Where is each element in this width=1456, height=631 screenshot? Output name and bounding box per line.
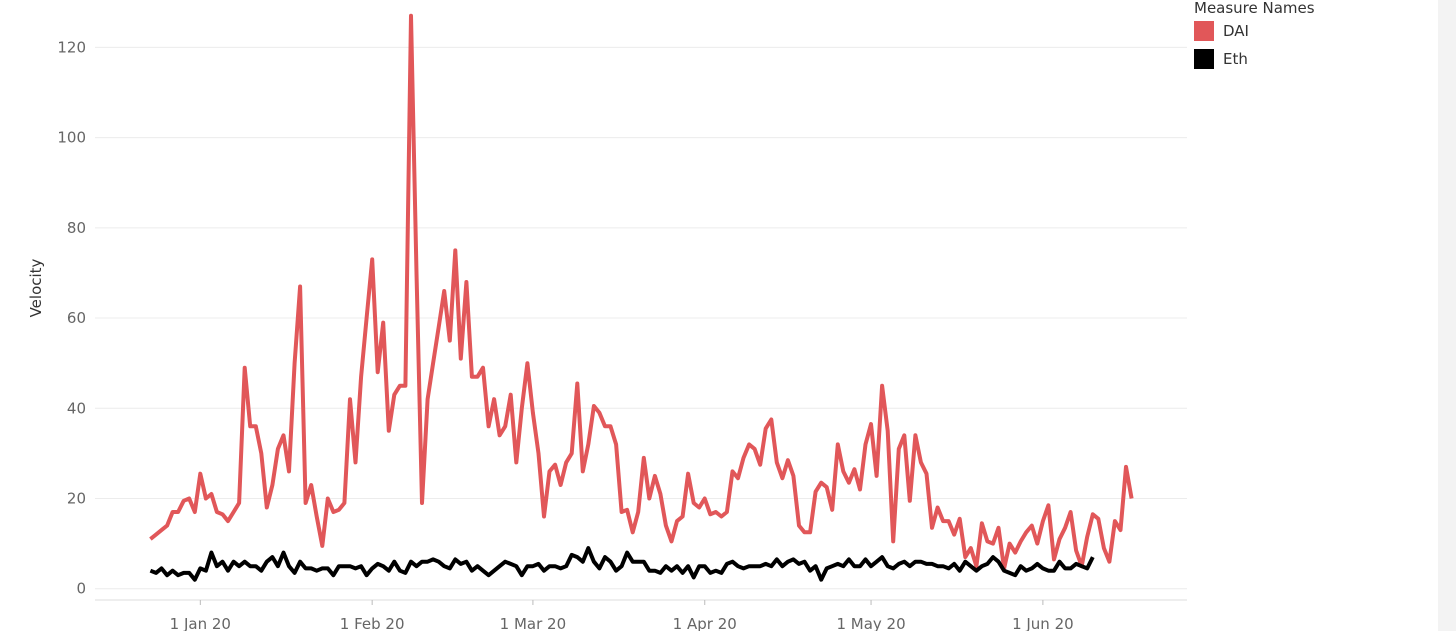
y-tick-label: 20	[67, 489, 86, 507]
legend-item-dai[interactable]: DAI	[1194, 17, 1315, 45]
legend[interactable]: Measure Names DAI Eth	[1194, 0, 1315, 73]
side-panel	[1438, 0, 1456, 631]
series-line-eth[interactable]	[149, 546, 1095, 582]
legend-title: Measure Names	[1194, 0, 1315, 17]
legend-label-eth: Eth	[1223, 50, 1248, 68]
y-tick-label: 60	[67, 309, 86, 327]
legend-label-dai: DAI	[1223, 22, 1249, 40]
y-tick-label: 120	[57, 38, 86, 56]
gridlines	[95, 46, 1187, 590]
eth-swatch	[1194, 49, 1214, 69]
series-line-dai[interactable]	[149, 13, 1134, 571]
x-tick-label: 1 Mar 20	[500, 615, 566, 631]
y-tick-label: 80	[67, 219, 86, 237]
x-axis: 1 Jan 20 1 Feb 20 1 Mar 20 1 Apr 20 1 May 20…	[95, 599, 1187, 631]
x-tick-label: 1 Apr 20	[673, 615, 737, 631]
x-tick-label: 1 Jan 20	[170, 615, 231, 631]
x-tick-label: 1 Feb 20	[340, 615, 405, 631]
x-tick-label: 1 Jun 20	[1012, 615, 1074, 631]
y-tick-label: 100	[57, 129, 86, 147]
y-axis: 0 20 40 60 80 100 120	[57, 38, 86, 597]
x-tick-label: 1 May 20	[836, 615, 905, 631]
dai-swatch	[1194, 21, 1214, 41]
series-lines	[149, 13, 1134, 582]
y-tick-label: 0	[76, 580, 86, 598]
legend-item-eth[interactable]: Eth	[1194, 45, 1315, 73]
y-tick-label: 40	[67, 399, 86, 417]
y-axis-label: Velocity	[27, 258, 45, 317]
